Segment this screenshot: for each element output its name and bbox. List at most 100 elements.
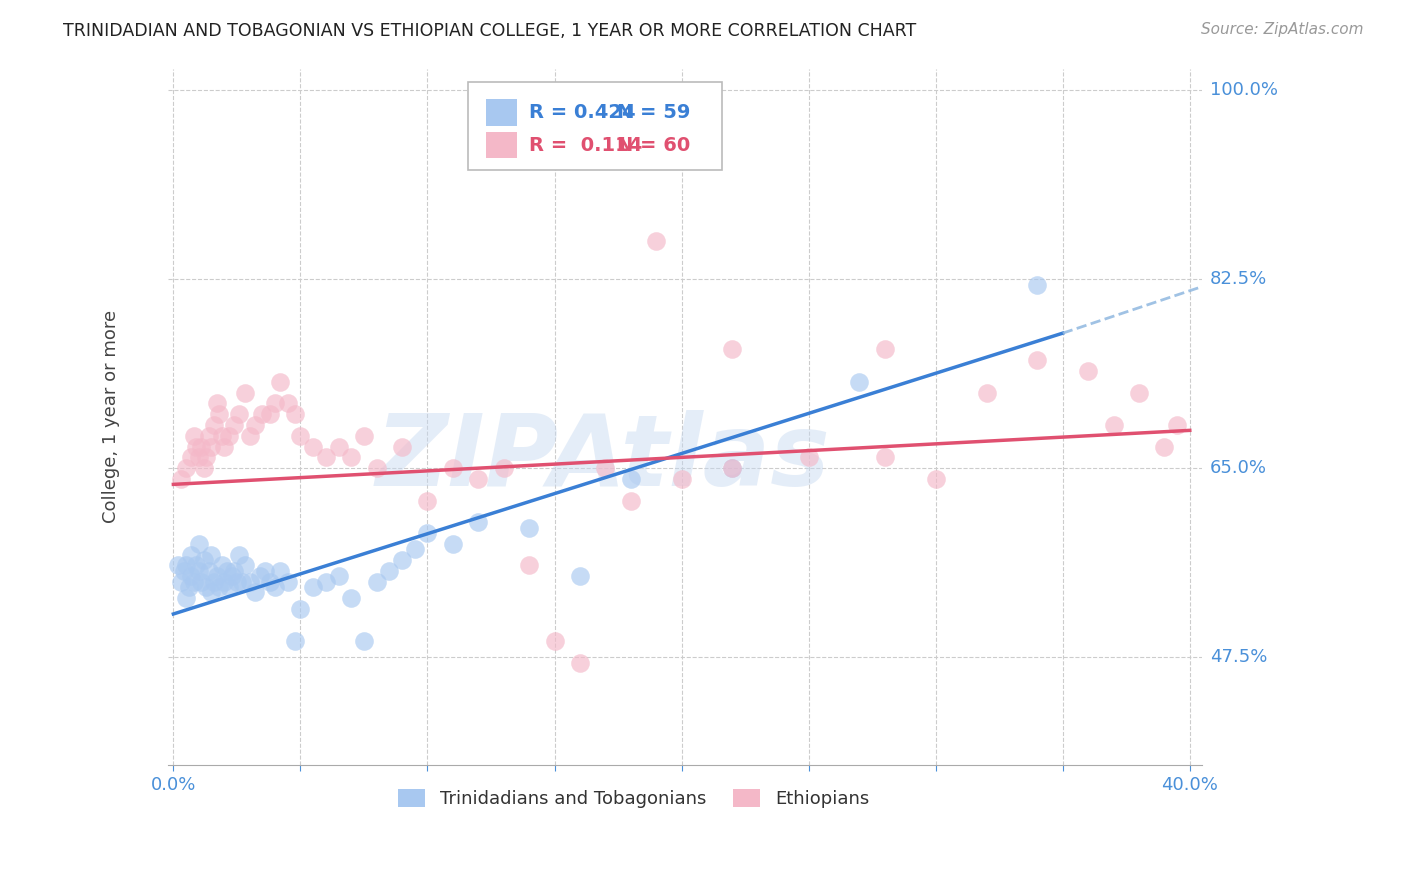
Point xyxy=(180,569,202,583)
Text: TRINIDADIAN AND TOBAGONIAN VS ETHIOPIAN COLLEGE, 1 YEAR OR MORE CORRELATION CHAR: TRINIDADIAN AND TOBAGONIAN VS ETHIOPIAN … xyxy=(63,22,917,40)
Text: 100.0%: 100.0% xyxy=(1211,81,1278,99)
Text: ZIPAtlas: ZIPAtlas xyxy=(375,410,830,508)
Point xyxy=(187,537,209,551)
Point xyxy=(1077,364,1099,378)
Point xyxy=(1128,385,1150,400)
Point xyxy=(264,396,287,410)
Point xyxy=(391,440,413,454)
Legend: Trinidadians and Tobagonians, Ethiopians: Trinidadians and Tobagonians, Ethiopians xyxy=(391,781,876,815)
Point xyxy=(259,407,281,421)
Point xyxy=(595,461,617,475)
Point xyxy=(183,574,205,589)
Point xyxy=(671,472,693,486)
Point xyxy=(187,450,209,465)
Point xyxy=(211,558,233,573)
Point xyxy=(224,564,246,578)
Point xyxy=(873,450,896,465)
Point xyxy=(620,472,643,486)
Point xyxy=(228,548,250,562)
Point xyxy=(211,429,233,443)
FancyBboxPatch shape xyxy=(486,99,517,126)
Point xyxy=(205,569,228,583)
Point xyxy=(174,591,197,605)
Point xyxy=(252,407,274,421)
Point xyxy=(620,493,643,508)
FancyBboxPatch shape xyxy=(486,132,517,159)
Point xyxy=(218,580,240,594)
Point xyxy=(302,580,325,594)
Point xyxy=(264,580,287,594)
Point xyxy=(366,574,388,589)
Point xyxy=(404,542,426,557)
Point xyxy=(212,574,235,589)
Point xyxy=(1026,353,1049,368)
Point xyxy=(239,574,262,589)
Point xyxy=(721,461,744,475)
Point xyxy=(315,450,337,465)
Point xyxy=(212,440,235,454)
Point xyxy=(873,343,896,357)
Point xyxy=(391,553,413,567)
Point xyxy=(284,634,307,648)
Point xyxy=(186,558,208,573)
Point xyxy=(202,574,225,589)
Text: 47.5%: 47.5% xyxy=(1211,648,1267,666)
Point xyxy=(467,515,489,529)
Point xyxy=(195,580,218,594)
Point xyxy=(225,574,247,589)
Point xyxy=(1026,277,1049,292)
Point xyxy=(200,548,222,562)
Point xyxy=(170,574,193,589)
Point xyxy=(183,429,205,443)
Point xyxy=(340,450,363,465)
Point xyxy=(721,461,744,475)
Point xyxy=(193,461,215,475)
Point xyxy=(174,558,197,573)
Point xyxy=(208,580,231,594)
Point xyxy=(195,450,218,465)
Text: 65.0%: 65.0% xyxy=(1211,459,1267,477)
Text: R = 0.424: R = 0.424 xyxy=(529,103,636,122)
Point xyxy=(205,396,228,410)
Point xyxy=(198,564,221,578)
Point xyxy=(193,553,215,567)
FancyBboxPatch shape xyxy=(468,82,721,169)
Point xyxy=(284,407,307,421)
Point xyxy=(378,564,401,578)
Point xyxy=(924,472,946,486)
Point xyxy=(1166,417,1188,432)
Point xyxy=(366,461,388,475)
Point xyxy=(202,417,225,432)
Text: N = 60: N = 60 xyxy=(617,136,690,154)
Point xyxy=(269,564,291,578)
Point xyxy=(215,564,238,578)
Text: N = 59: N = 59 xyxy=(617,103,690,122)
Point xyxy=(173,564,195,578)
Point xyxy=(517,558,540,573)
Point xyxy=(277,396,299,410)
Point xyxy=(174,461,197,475)
Point xyxy=(200,585,222,599)
Point xyxy=(568,569,591,583)
Point xyxy=(517,520,540,534)
Point xyxy=(976,385,998,400)
Point xyxy=(167,558,190,573)
Point xyxy=(848,375,870,389)
Point xyxy=(221,569,243,583)
Text: Source: ZipAtlas.com: Source: ZipAtlas.com xyxy=(1201,22,1364,37)
Point xyxy=(467,472,489,486)
Point xyxy=(186,440,208,454)
Point xyxy=(302,440,325,454)
Point xyxy=(543,634,565,648)
Point xyxy=(190,574,212,589)
Point xyxy=(233,385,256,400)
Point xyxy=(277,574,299,589)
Point xyxy=(231,574,253,589)
Point xyxy=(243,585,266,599)
Point xyxy=(198,429,221,443)
Point xyxy=(187,564,209,578)
Point xyxy=(208,407,231,421)
Text: R =  0.114: R = 0.114 xyxy=(529,136,643,154)
Point xyxy=(340,591,363,605)
Point xyxy=(243,417,266,432)
